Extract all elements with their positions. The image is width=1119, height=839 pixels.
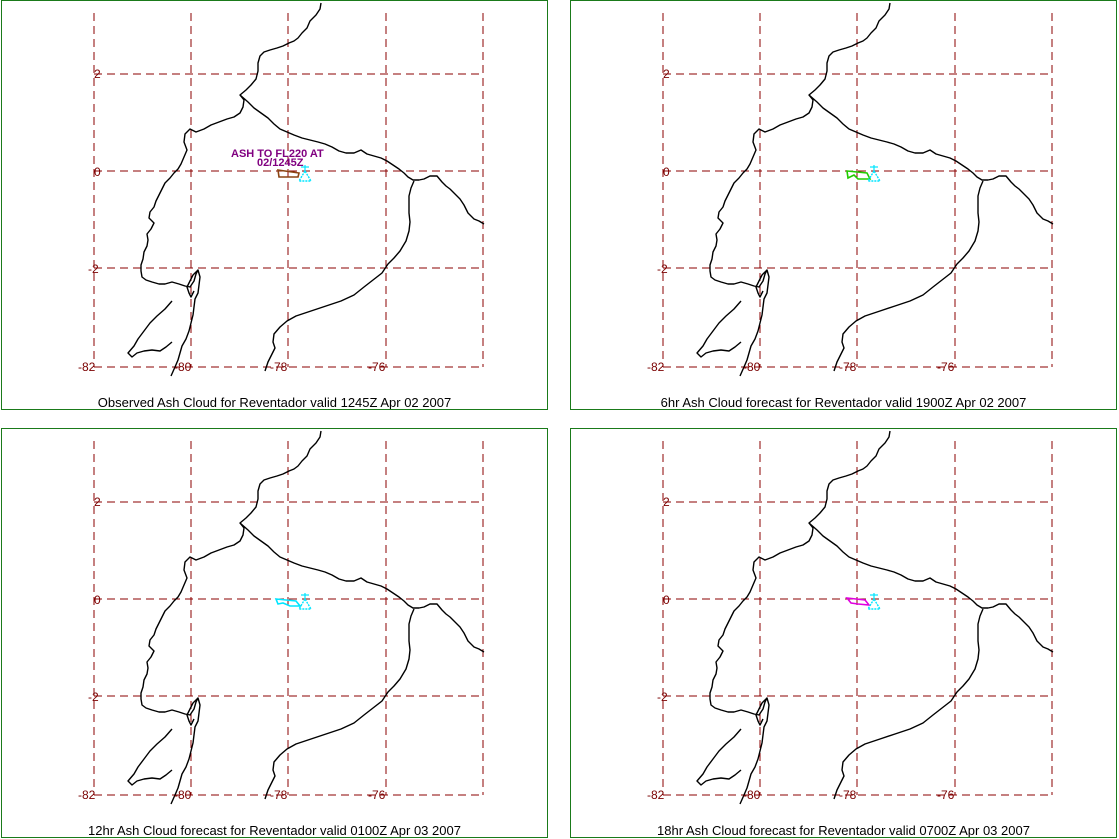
lat-tick-2: 2 <box>663 495 670 509</box>
grid-lines <box>93 441 484 796</box>
map-12hr: 2 0 -2 -82 -80 -78 -76 <box>78 430 485 805</box>
coast-segment-2 <box>833 608 984 800</box>
coast-segment-0 <box>709 430 891 805</box>
lon-tick-neg80: -80 <box>743 360 761 374</box>
lat-tick-0: 0 <box>663 593 670 607</box>
lon-tick-neg78: -78 <box>839 788 857 802</box>
ash-cloud-outline <box>277 169 300 178</box>
coast-segment-0 <box>140 430 322 805</box>
coast-segment-1 <box>239 94 485 225</box>
lon-tick-neg76: -76 <box>368 788 386 802</box>
coast-segment-2 <box>264 608 415 800</box>
ash-annotation-line1: ASH TO FL220 AT <box>231 148 324 160</box>
ash-cloud-outline <box>845 596 871 606</box>
ash-cloud-outline <box>846 170 872 180</box>
lon-tick-neg82: -82 <box>647 360 665 374</box>
ash-cloud-polygon <box>846 170 872 180</box>
lat-tick-0: 0 <box>94 165 101 179</box>
map-18hr: 2 0 -2 -82 -80 -78 -76 <box>647 430 1054 805</box>
coast-segment-2 <box>264 180 415 372</box>
ash-cloud-polygon <box>277 169 300 178</box>
coast-segment-0 <box>709 2 891 377</box>
lat-tick-2: 2 <box>94 67 101 81</box>
grid-lines <box>662 441 1053 796</box>
panel-caption: 6hr Ash Cloud forecast for Reventador va… <box>660 395 1027 410</box>
volcano-marker <box>297 165 313 182</box>
lat-tick-neg2: -2 <box>657 690 668 704</box>
lon-tick-neg78: -78 <box>839 360 857 374</box>
coast-segment-4 <box>127 728 173 786</box>
map-observed: 2 0 -2 -82 -80 -78 -76 ASH TO FL220 AT 0… <box>78 2 485 377</box>
lat-tick-neg2: -2 <box>657 262 668 276</box>
coastline <box>696 2 1054 377</box>
lon-tick-neg80: -80 <box>174 788 192 802</box>
ash-cloud-polygon <box>845 596 871 606</box>
panel-18hr: 2 0 -2 -82 -80 -78 -76 18hr Ash Cloud fo… <box>570 428 1117 838</box>
panel-6hr: 2 0 -2 -82 -80 -78 -76 6hr Ash Cloud for… <box>570 0 1117 410</box>
volcano-marker <box>866 593 882 610</box>
coast-segment-4 <box>127 300 173 358</box>
ash-cloud-outline <box>274 598 302 607</box>
coast-segment-4 <box>696 300 742 358</box>
volcano-triangle-icon <box>297 597 313 610</box>
lon-tick-neg82: -82 <box>78 360 96 374</box>
lon-tick-neg78: -78 <box>270 360 288 374</box>
lon-tick-neg80: -80 <box>174 360 192 374</box>
coast-segment-2 <box>833 180 984 372</box>
panel-caption: 12hr Ash Cloud forecast for Reventador v… <box>88 823 461 838</box>
coastline <box>696 430 1054 805</box>
volcano-triangle-icon <box>297 169 313 182</box>
lat-tick-0: 0 <box>663 165 670 179</box>
lat-tick-2: 2 <box>94 495 101 509</box>
grid-lines <box>662 13 1053 368</box>
coast-segment-4 <box>696 728 742 786</box>
lon-tick-neg76: -76 <box>368 360 386 374</box>
volcano-triangle-icon <box>866 597 882 610</box>
lon-tick-neg82: -82 <box>647 788 665 802</box>
coast-segment-3 <box>186 697 199 726</box>
coastline <box>127 430 485 805</box>
lon-tick-neg82: -82 <box>78 788 96 802</box>
panel-12hr: 2 0 -2 -82 -80 -78 -76 12hr Ash Cloud fo… <box>1 428 548 838</box>
coast-segment-0 <box>140 2 322 377</box>
coast-segment-1 <box>239 522 485 653</box>
lat-tick-0: 0 <box>94 593 101 607</box>
lat-tick-2: 2 <box>663 67 670 81</box>
coast-segment-3 <box>755 697 768 726</box>
grid-lines <box>93 13 484 368</box>
coast-segment-3 <box>755 269 768 298</box>
panel-caption: Observed Ash Cloud for Reventador valid … <box>97 395 452 410</box>
coast-segment-1 <box>808 522 1054 653</box>
coast-segment-3 <box>186 269 199 298</box>
volcano-marker <box>866 165 882 182</box>
ash-annotation-line2: 02/1245Z <box>257 157 304 169</box>
lat-tick-neg2: -2 <box>88 262 99 276</box>
lat-tick-neg2: -2 <box>88 690 99 704</box>
panel-caption: 18hr Ash Cloud forecast for Reventador v… <box>657 823 1030 838</box>
map-6hr: 2 0 -2 -82 -80 -78 -76 <box>647 2 1054 377</box>
coast-segment-1 <box>808 94 1054 225</box>
panel-observed: 2 0 -2 -82 -80 -78 -76 ASH TO FL220 AT 0… <box>1 0 548 410</box>
lon-tick-neg76: -76 <box>937 788 955 802</box>
ash-cloud-polygon <box>274 598 302 607</box>
lon-tick-neg80: -80 <box>743 788 761 802</box>
coastline <box>127 2 485 377</box>
volcano-marker <box>297 593 313 610</box>
lon-tick-neg78: -78 <box>270 788 288 802</box>
lon-tick-neg76: -76 <box>937 360 955 374</box>
